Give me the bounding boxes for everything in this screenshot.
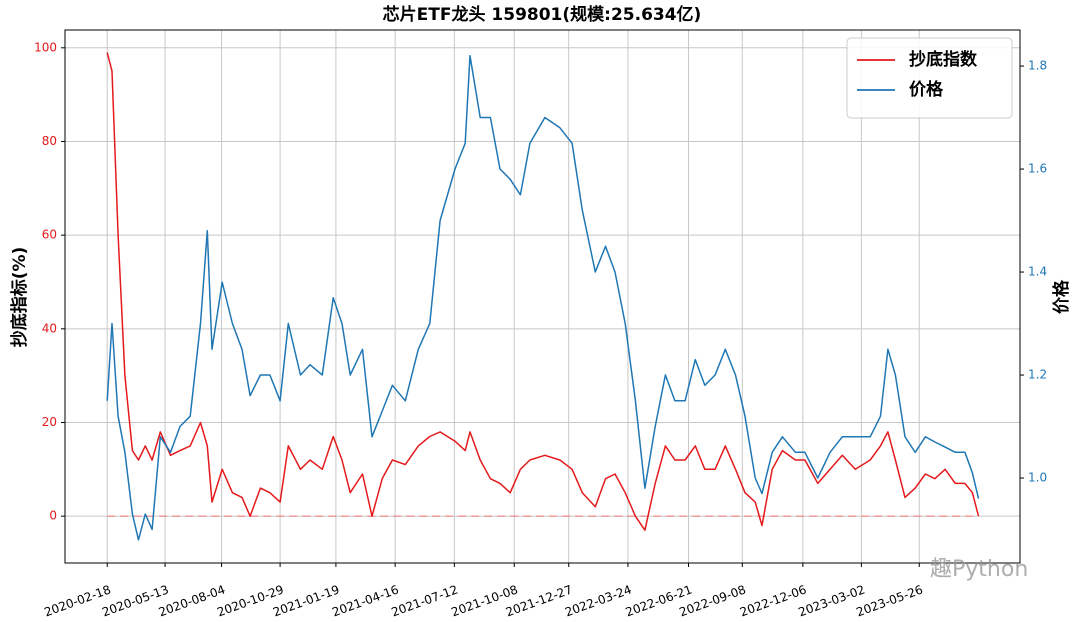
y2-tick-label: 1.4 bbox=[1028, 265, 1047, 279]
legend-box bbox=[846, 37, 1013, 119]
chart-title: 芯片ETF龙头 159801(规模:25.634亿) bbox=[383, 4, 702, 25]
y-tick-label: 20 bbox=[42, 415, 57, 429]
legend-label: 抄底指数 bbox=[909, 49, 978, 70]
y2-tick-label: 1.2 bbox=[1028, 368, 1047, 382]
y2-axis-label: 价格 bbox=[1051, 279, 1072, 314]
y2-tick-label: 1.6 bbox=[1028, 162, 1047, 176]
y-tick-label: 80 bbox=[42, 134, 57, 148]
y2-tick-label: 1.8 bbox=[1028, 59, 1047, 73]
plot-frame bbox=[64, 29, 1021, 564]
y-tick-label: 100 bbox=[34, 40, 57, 54]
series-line bbox=[106, 54, 980, 541]
series-line bbox=[106, 52, 980, 531]
y-tick-label: 40 bbox=[42, 321, 57, 335]
y-axis-label: 抄底指标(%) bbox=[9, 247, 30, 348]
y-tick-label: 0 bbox=[49, 509, 57, 523]
legend-label: 价格 bbox=[909, 79, 944, 100]
watermark: 趣Python bbox=[930, 557, 1028, 582]
y2-tick-label: 1.0 bbox=[1028, 471, 1047, 485]
y-tick-label: 60 bbox=[42, 228, 57, 242]
